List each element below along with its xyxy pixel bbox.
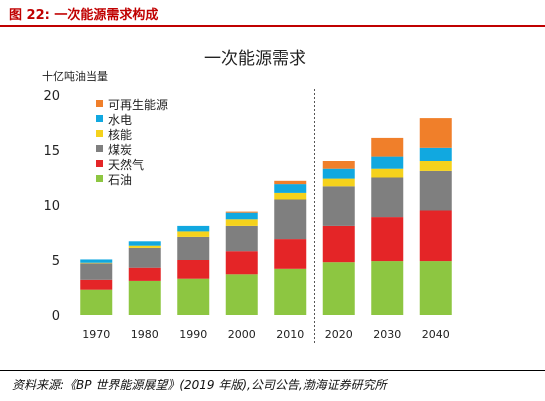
bar-segment — [371, 261, 404, 315]
bar-segment — [274, 180, 307, 185]
legend-swatch — [96, 115, 103, 122]
legend-item: 可再生能源 — [96, 98, 168, 112]
x-tick-label: 2040 — [422, 328, 450, 341]
figure-footer: 资料来源:《BP 世界能源展望》(2019 年版),公司公告,渤海证券研究所 — [0, 370, 545, 401]
y-unit-label: 十亿吨油当量 — [42, 69, 108, 83]
x-axis: 1970 1980 1990 2000 2010 2020 2030 2040 — [82, 328, 450, 341]
bar-segment — [371, 137, 404, 157]
bar-segment — [80, 289, 113, 315]
bar-segment — [177, 231, 210, 237]
bar-segment — [225, 211, 258, 213]
energy-demand-chart: 一次能源需求 十亿吨油当量 0 5 10 15 20 1970 1980 1990 2000 2… — [42, 49, 452, 345]
bar-segment — [419, 261, 452, 315]
bar-segment — [225, 219, 258, 226]
legend-item: 天然气 — [96, 157, 144, 172]
x-tick-label: 1980 — [131, 328, 159, 341]
bar-segment — [80, 259, 113, 263]
legend-swatch — [96, 100, 103, 107]
bar-segment — [322, 168, 355, 179]
legend-item: 核能 — [96, 128, 132, 142]
bar-stack-2030 — [371, 137, 404, 315]
bar-segment — [177, 225, 210, 232]
x-tick-label: 2030 — [373, 328, 401, 341]
y-tick-label: 20 — [43, 89, 60, 104]
legend-swatch — [96, 145, 103, 152]
bar-segment — [419, 170, 452, 211]
legend-label: 天然气 — [108, 157, 144, 172]
legend-item: 煤炭 — [96, 143, 132, 157]
bar-segment — [128, 241, 161, 246]
legend-label: 核能 — [108, 128, 132, 142]
y-tick-label: 0 — [52, 309, 60, 324]
bar-stack-2010 — [274, 180, 307, 315]
bar-segment — [419, 210, 452, 262]
legend-label: 水电 — [108, 113, 132, 127]
bar-stacks — [80, 118, 452, 315]
bar-segment — [322, 178, 355, 187]
legend-item: 石油 — [96, 173, 132, 187]
figure-header: 图 22: 一次能源需求构成 — [0, 0, 545, 27]
bar-segment — [371, 217, 404, 262]
bar-segment — [177, 278, 210, 315]
bar-segment — [128, 245, 161, 248]
legend-label: 煤炭 — [108, 143, 132, 157]
y-tick-label: 5 — [52, 254, 60, 269]
bar-segment — [274, 239, 307, 269]
bar-segment — [177, 260, 210, 279]
legend-swatch — [96, 175, 103, 182]
bar-segment — [80, 263, 113, 280]
x-tick-label: 2010 — [276, 328, 304, 341]
bar-segment — [225, 274, 258, 315]
y-tick-label: 10 — [43, 199, 60, 214]
bar-stack-2040 — [419, 118, 452, 315]
bar-segment — [225, 212, 258, 220]
legend-label: 可再生能源 — [108, 98, 168, 112]
bar-segment — [274, 268, 307, 315]
bar-segment — [371, 156, 404, 169]
bar-segment — [322, 186, 355, 226]
x-tick-label: 2020 — [325, 328, 353, 341]
bar-segment — [225, 225, 258, 252]
x-tick-label: 2000 — [228, 328, 256, 341]
bar-segment — [128, 267, 161, 281]
bar-segment — [80, 279, 113, 290]
bar-segment — [419, 161, 452, 171]
y-axis: 0 5 10 15 20 — [43, 89, 60, 324]
source-note: 资料来源:《BP 世界能源展望》(2019 年版),公司公告,渤海证券研究所 — [12, 378, 387, 392]
bar-segment — [322, 262, 355, 315]
bar-segment — [274, 192, 307, 200]
legend-swatch — [96, 160, 103, 167]
bar-stack-2020 — [322, 161, 355, 315]
bar-segment — [371, 168, 404, 178]
bar-segment — [128, 247, 161, 268]
chart-title: 一次能源需求 — [204, 49, 306, 69]
bar-segment — [177, 236, 210, 260]
bar-stack-1990 — [177, 225, 210, 315]
bar-segment — [371, 177, 404, 218]
legend-swatch — [96, 130, 103, 137]
bar-segment — [322, 161, 355, 169]
bar-stack-1970 — [80, 259, 113, 315]
bar-segment — [80, 262, 113, 264]
bar-segment — [274, 199, 307, 240]
bar-segment — [225, 251, 258, 275]
bar-stack-1980 — [128, 241, 161, 315]
legend-item: 水电 — [96, 113, 132, 127]
x-tick-label: 1990 — [179, 328, 207, 341]
bar-segment — [419, 118, 452, 148]
bar-stack-2000 — [225, 211, 258, 315]
figure-caption: 图 22: 一次能源需求构成 — [9, 8, 159, 23]
bar-segment — [128, 280, 161, 315]
x-tick-label: 1970 — [82, 328, 110, 341]
bar-segment — [274, 184, 307, 193]
legend-label: 石油 — [108, 173, 132, 187]
y-tick-label: 15 — [43, 144, 60, 159]
bar-segment — [419, 147, 452, 161]
bar-segment — [322, 225, 355, 263]
